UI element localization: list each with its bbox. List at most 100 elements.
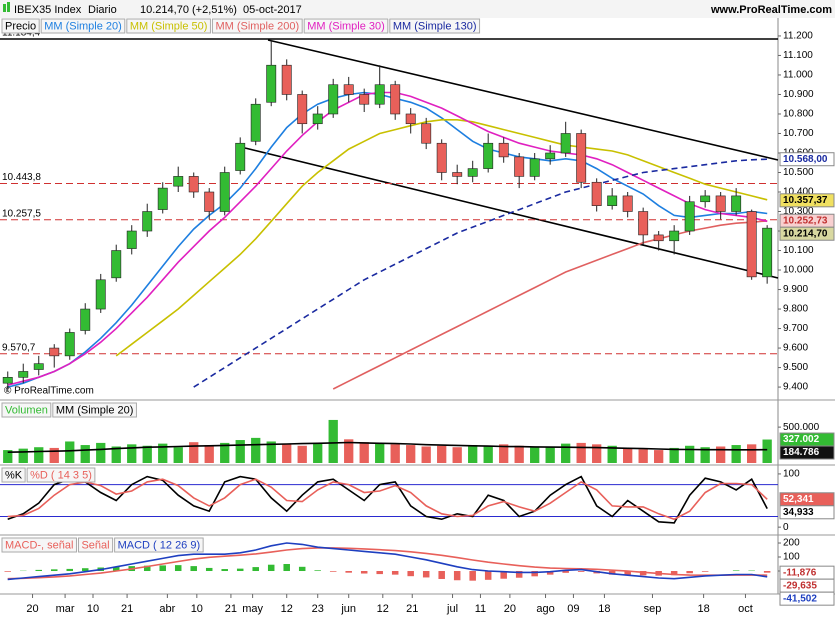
legend-entry: %K <box>5 469 23 481</box>
y-tick-label: 0 <box>783 522 789 533</box>
histogram-bar <box>438 571 445 579</box>
candle-body <box>560 133 571 154</box>
y-tick-label: 10.900 <box>783 89 814 100</box>
legend-entry: MM (Simple 30) <box>307 20 385 32</box>
legend-box <box>40 18 126 34</box>
histogram-bar <box>252 567 259 572</box>
candle-body <box>483 142 494 169</box>
candle-body <box>638 211 649 236</box>
bar <box>468 445 478 463</box>
candle-body <box>576 133 587 183</box>
histogram-bar <box>159 565 166 572</box>
candle-body <box>157 187 168 210</box>
series-line <box>7 542 768 581</box>
bar <box>716 446 726 463</box>
legend-box <box>52 402 137 418</box>
bar <box>592 444 602 463</box>
x-tick-label: 20 <box>26 603 38 615</box>
histogram-bar <box>283 564 290 572</box>
candle-body <box>219 172 230 212</box>
histogram-bar <box>4 571 12 572</box>
histogram-bar <box>143 565 151 572</box>
histogram-bar <box>670 571 678 576</box>
histogram-bar <box>66 568 73 572</box>
x-tick-label: 12 <box>281 603 293 615</box>
x-tick-label: 10 <box>87 603 99 615</box>
series-line <box>193 158 768 388</box>
legend-entry: MM (Simple 200) <box>215 20 299 32</box>
bar <box>96 442 106 463</box>
histogram-bar <box>81 568 89 572</box>
candle-body <box>343 84 354 95</box>
period: Diario <box>88 4 117 16</box>
bar <box>406 445 416 463</box>
bar <box>421 446 431 463</box>
candle-body <box>746 211 757 278</box>
series-line <box>7 91 768 386</box>
candle-body <box>607 195 618 206</box>
candle-body <box>421 123 432 144</box>
bar <box>18 448 28 463</box>
candle-body <box>467 168 478 177</box>
bar <box>220 442 230 463</box>
bar <box>34 447 44 463</box>
value-marker <box>779 152 835 167</box>
histogram-bar <box>329 571 337 572</box>
candle-body <box>452 172 463 177</box>
candle-body <box>95 279 106 310</box>
header-bar <box>0 0 835 18</box>
legend-box <box>126 18 211 34</box>
bar <box>638 449 648 463</box>
bar <box>65 441 75 463</box>
legend-entry: MM (Simple 20) <box>56 404 134 416</box>
last-price: 10.214,70 (+2,51%) <box>140 4 237 16</box>
bar <box>669 447 679 463</box>
bar <box>685 445 695 463</box>
y-tick-label: 11.000 <box>783 70 813 81</box>
histogram-bar <box>391 571 399 575</box>
histogram-bar <box>360 571 368 574</box>
legend-entry: MACD-, señal <box>5 539 73 551</box>
bar <box>514 445 524 463</box>
x-tick-label: oct <box>738 603 753 615</box>
legend-entry: MM (Simple 50) <box>130 20 208 32</box>
y-tick-label: 9.500 <box>783 362 808 373</box>
bar <box>623 448 633 463</box>
histogram-bar <box>763 571 771 573</box>
histogram-bar <box>453 571 461 581</box>
value-marker <box>779 445 835 460</box>
legend-box <box>77 537 114 553</box>
value-marker <box>779 193 835 208</box>
y-tick-label: 10.800 <box>783 109 814 120</box>
candle-body <box>126 230 137 249</box>
legend-box <box>389 18 481 34</box>
bar <box>390 444 400 463</box>
legend-entry: Señal <box>81 539 109 551</box>
candle-body <box>2 377 13 384</box>
candle-body <box>498 142 509 158</box>
x-tick-label: may <box>242 603 263 615</box>
bar <box>49 447 59 463</box>
x-tick-label: 23 <box>312 603 324 615</box>
site: www.ProRealTime.com <box>710 4 832 16</box>
y-tick-label: 9.700 <box>783 323 808 334</box>
candle-body <box>390 84 401 115</box>
series-line <box>7 547 768 580</box>
icon <box>7 2 10 12</box>
legend-box <box>303 18 389 34</box>
series-line <box>115 119 768 357</box>
histogram-bar <box>577 571 585 572</box>
histogram-bar <box>50 569 58 572</box>
value-marker <box>779 505 835 520</box>
series-line <box>332 220 768 390</box>
bar <box>266 441 276 463</box>
y-tick-label: 9.400 <box>783 382 808 393</box>
value-marker-label: 10.252,73 <box>783 215 828 226</box>
x-tick-label: 21 <box>406 603 418 615</box>
legend-box <box>114 537 204 553</box>
histogram-bar <box>422 571 430 578</box>
histogram-bar <box>345 571 352 573</box>
legend-box <box>1 402 52 418</box>
x-tick-label: 20 <box>504 603 516 615</box>
